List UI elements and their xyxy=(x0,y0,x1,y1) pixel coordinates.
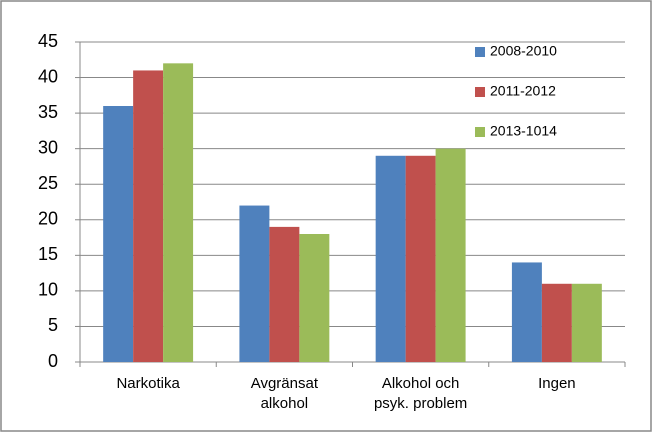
legend-swatch xyxy=(475,87,485,97)
y-tick-label: 15 xyxy=(38,244,58,264)
bar xyxy=(133,70,164,362)
y-tick-label: 10 xyxy=(38,280,58,300)
bar xyxy=(375,155,406,362)
x-tick-label: Avgränsat alkohol xyxy=(250,375,318,412)
y-tick-label: 0 xyxy=(48,351,58,371)
y-tick-label: 35 xyxy=(38,102,58,122)
y-tick-label: 40 xyxy=(38,66,58,86)
bar xyxy=(541,283,572,362)
y-tick-label: 20 xyxy=(38,209,58,229)
bar xyxy=(163,63,194,362)
bar xyxy=(511,262,542,362)
legend-swatch xyxy=(475,127,485,137)
bar xyxy=(239,205,270,362)
x-tick-label: Alkohol och psyk. problem xyxy=(373,375,468,412)
y-tick-label: 45 xyxy=(38,31,58,51)
bar xyxy=(103,106,134,362)
bar xyxy=(299,234,330,362)
y-tick-label: 25 xyxy=(38,173,58,193)
x-tick-label: Narkotika xyxy=(116,375,180,392)
y-tick-label: 5 xyxy=(48,315,58,335)
legend-label: 2013-1014 xyxy=(490,123,557,139)
bar xyxy=(571,283,602,362)
bar xyxy=(269,226,300,362)
legend-swatch xyxy=(475,47,485,57)
bar xyxy=(405,155,436,362)
x-tick-label: Ingen xyxy=(538,375,576,392)
y-tick-label: 30 xyxy=(38,137,58,157)
bar xyxy=(435,148,466,362)
legend-label: 2008-2010 xyxy=(490,43,557,59)
legend-label: 2011-2012 xyxy=(490,83,556,99)
